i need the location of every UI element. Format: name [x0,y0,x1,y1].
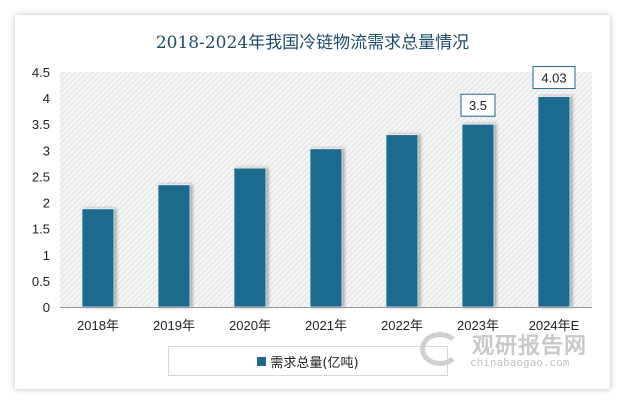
x-tick-label: 2024年E [529,318,580,333]
watermark-logo-icon [420,332,460,366]
legend-swatch [257,356,267,366]
y-tick-label: 3 [43,143,50,158]
data-label: 4.03 [541,71,566,86]
y-tick-label: 2.5 [32,169,50,184]
bar [309,148,343,308]
x-tick-label: 2021年 [305,318,347,333]
x-tick-label: 2020年 [229,318,271,333]
y-tick-label: 4 [43,91,50,106]
y-tick-label: 0 [43,300,50,315]
bar [537,96,571,308]
bar [385,134,419,308]
x-tick-label: 2019年 [153,318,195,333]
legend-label: 需求总量(亿吨) [270,355,359,371]
y-tick-label: 0.5 [32,274,50,289]
x-tick-label: 2018年 [77,318,119,333]
y-tick-label: 4.5 [32,65,50,80]
watermark-en: chinabaogao.com [470,356,570,369]
y-tick-label: 1.5 [32,222,50,237]
x-tick-label: 2023年 [457,318,499,333]
bar [81,208,115,308]
x-tick-label: 2022年 [381,318,423,333]
bar [461,123,495,308]
legend: 需求总量(亿吨) [168,346,448,376]
watermark-cn: 观研报告网 [472,334,588,359]
bar [157,184,191,308]
watermark: 观研报告网 chinabaogao.com [420,328,590,378]
y-tick-label: 1 [43,248,50,263]
y-tick-label: 3.5 [32,117,50,132]
data-label: 3.5 [469,98,487,113]
y-tick-label: 2 [43,196,50,211]
data-label-box [532,66,576,90]
data-label-box [460,93,496,117]
chart-title: 2018-2024年我国冷链物流需求总量情况 [155,33,470,53]
bar [233,167,267,308]
